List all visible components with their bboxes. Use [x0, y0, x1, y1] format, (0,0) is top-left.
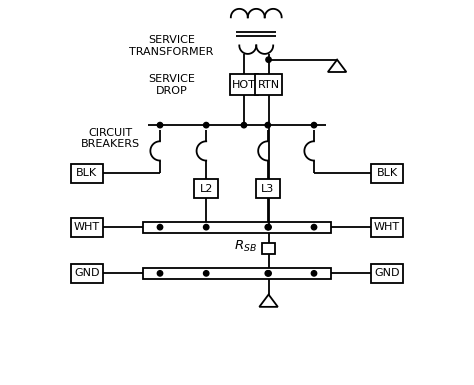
Text: RTN: RTN: [257, 80, 280, 90]
Circle shape: [157, 122, 163, 128]
FancyBboxPatch shape: [194, 179, 218, 198]
FancyBboxPatch shape: [143, 222, 331, 233]
FancyBboxPatch shape: [71, 164, 103, 183]
FancyBboxPatch shape: [256, 179, 280, 198]
Circle shape: [265, 122, 271, 128]
Circle shape: [157, 271, 163, 276]
Text: WHT: WHT: [374, 222, 400, 232]
Text: HOT: HOT: [232, 80, 256, 90]
Circle shape: [157, 224, 163, 230]
FancyBboxPatch shape: [371, 218, 403, 237]
Text: L2: L2: [200, 184, 213, 194]
Text: GND: GND: [374, 268, 400, 278]
Circle shape: [311, 122, 317, 128]
Text: WHT: WHT: [74, 222, 100, 232]
FancyBboxPatch shape: [255, 74, 283, 95]
Circle shape: [266, 224, 271, 230]
FancyBboxPatch shape: [371, 164, 403, 183]
FancyBboxPatch shape: [71, 218, 103, 237]
Text: BLK: BLK: [76, 168, 98, 178]
Text: CIRCUIT
BREAKERS: CIRCUIT BREAKERS: [81, 128, 139, 149]
Circle shape: [266, 57, 271, 62]
FancyBboxPatch shape: [143, 268, 331, 279]
Circle shape: [266, 271, 271, 276]
Text: BLK: BLK: [376, 168, 398, 178]
Text: SERVICE
DROP: SERVICE DROP: [148, 74, 195, 95]
Circle shape: [311, 271, 317, 276]
Text: GND: GND: [74, 268, 100, 278]
Circle shape: [265, 271, 271, 276]
Circle shape: [311, 224, 317, 230]
FancyBboxPatch shape: [230, 74, 258, 95]
Text: SERVICE
TRANSFORMER: SERVICE TRANSFORMER: [129, 35, 214, 57]
Circle shape: [241, 122, 246, 128]
Circle shape: [203, 122, 209, 128]
FancyBboxPatch shape: [263, 243, 275, 254]
Circle shape: [203, 224, 209, 230]
Text: $R_{SB}$: $R_{SB}$: [234, 239, 257, 254]
Circle shape: [265, 224, 271, 230]
FancyBboxPatch shape: [371, 264, 403, 283]
FancyBboxPatch shape: [71, 264, 103, 283]
Circle shape: [203, 271, 209, 276]
Text: L3: L3: [261, 184, 274, 194]
